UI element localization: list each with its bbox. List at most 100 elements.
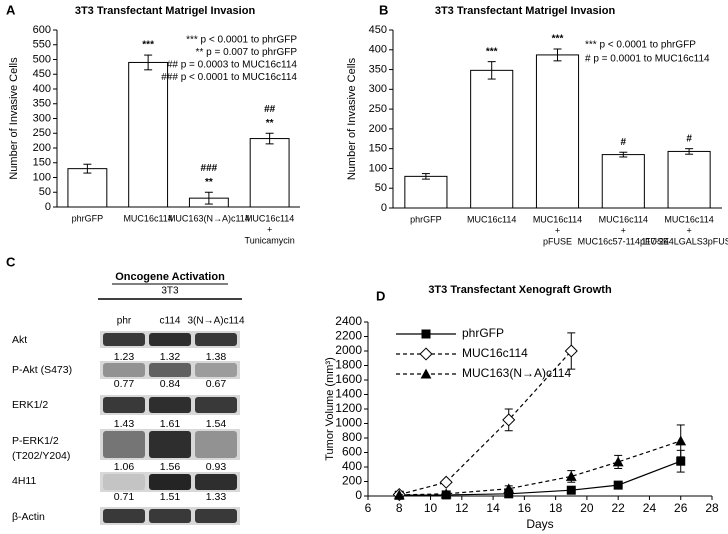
significance-note: *** p < 0.0001 to phrGFP <box>186 35 297 46</box>
y-tick-label: 450 <box>369 24 387 36</box>
legend-label: MUC163(N→A)c114 <box>462 366 571 380</box>
x-tick-label: + <box>555 225 560 235</box>
row-value: 1.32 <box>160 351 181 363</box>
y-tick-label: 600 <box>33 24 51 36</box>
marker <box>566 485 576 495</box>
panel-label: D <box>376 288 385 303</box>
row-value: 1.56 <box>160 461 181 473</box>
y-tick-label: 400 <box>342 459 362 473</box>
column-label: phr <box>117 316 132 327</box>
y-tick-label: 0 <box>381 202 387 214</box>
x-tick-label: 26 <box>674 501 688 515</box>
x-tick-label: phrGFP <box>72 213 104 223</box>
bar-annotation: ## <box>264 104 276 115</box>
bar-annotation: # <box>686 133 692 144</box>
panel-label: C <box>6 254 16 269</box>
row-label: (T202/Y204) <box>12 450 70 462</box>
y-tick-label: 450 <box>33 68 51 80</box>
y-tick-label: 400 <box>33 83 51 95</box>
y-tick-label: 1800 <box>335 358 362 372</box>
y-tick-label: 200 <box>369 123 387 135</box>
blot-band <box>195 363 237 377</box>
row-value: 0.71 <box>114 491 135 503</box>
row-value: 1.54 <box>206 418 227 430</box>
bar <box>535 54 580 209</box>
significance-note: ### p < 0.0001 to MUC16c114 <box>161 72 297 83</box>
row-value: 0.84 <box>160 378 181 390</box>
y-axis-label: Number of Invasive Cells <box>346 57 358 180</box>
y-tick-label: 350 <box>33 98 51 110</box>
series-line <box>399 460 681 496</box>
y-tick-label: 0 <box>355 488 362 502</box>
row-label: ERK1/2 <box>12 399 48 411</box>
bar <box>249 138 290 208</box>
chart-title: 3T3 Transfectant Matrigel Invasion <box>435 5 616 17</box>
x-tick-label: 24 <box>643 501 657 515</box>
row-value: 1.61 <box>160 418 181 430</box>
chart-title: 3T3 Transfectant Matrigel Invasion <box>75 5 256 17</box>
series-line <box>399 350 572 496</box>
row-value: 0.93 <box>206 461 227 473</box>
marker <box>613 480 623 490</box>
x-tick-label: 6 <box>365 501 372 515</box>
y-tick-label: 2200 <box>335 329 362 343</box>
marker <box>503 483 515 494</box>
y-tick-label: 100 <box>369 162 387 174</box>
x-tick-label: + <box>267 224 272 234</box>
blot-band <box>195 333 237 346</box>
significance-note: ** p = 0.007 to phrGFP <box>196 47 298 58</box>
y-tick-label: 600 <box>342 445 362 459</box>
row-label: P-Akt (S473) <box>12 364 72 376</box>
row-label: β-Actin <box>12 511 45 523</box>
bar-annotation: # <box>621 137 627 148</box>
marker <box>504 489 514 499</box>
y-tick-label: 1600 <box>335 372 362 386</box>
x-tick-label: 18 <box>549 501 563 515</box>
x-tick-label: 10 <box>424 501 438 515</box>
x-tick-label: phrGFP <box>410 214 442 224</box>
x-tick-label: MUC16c114 <box>245 213 294 223</box>
marker <box>612 456 624 467</box>
bar-annotation: *** <box>142 40 154 51</box>
bar <box>404 175 448 209</box>
y-tick-label: 800 <box>342 430 362 444</box>
x-tick-label: MUC16c114 <box>123 213 172 223</box>
legend-label: MUC16c114 <box>462 346 528 360</box>
blot-band <box>149 363 191 377</box>
row-value: 1.51 <box>160 491 181 503</box>
legend-label: phrGFP <box>462 326 504 340</box>
blot-band <box>195 397 237 413</box>
marker <box>675 435 687 446</box>
row-value: 1.33 <box>206 491 227 503</box>
x-tick-label: MUC163(N→A)c114 <box>168 213 250 223</box>
x-tick-label: + <box>621 225 626 235</box>
x-axis-label: Days <box>526 517 553 531</box>
y-tick-label: 400 <box>369 44 387 56</box>
bar-annotation: ** <box>266 118 274 129</box>
panel-label: A <box>6 2 16 17</box>
marker <box>502 413 516 427</box>
marker <box>676 456 686 466</box>
y-axis-label: Number of Invasive Cells <box>8 57 20 180</box>
marker <box>565 471 577 481</box>
bar <box>601 154 645 209</box>
x-tick-label: 8 <box>396 501 403 515</box>
blot-band <box>195 509 237 523</box>
x-tick-label: 28 <box>705 501 719 515</box>
x-tick-label: 22 <box>612 501 626 515</box>
bar <box>470 69 514 209</box>
bar <box>128 61 169 208</box>
blot-band <box>149 474 191 490</box>
legend-marker <box>419 347 433 361</box>
blot-band <box>103 333 145 346</box>
blot-band <box>149 509 191 523</box>
significance-note: ## p = 0.0003 to MUC16c114 <box>167 60 298 71</box>
row-value: 1.23 <box>114 351 135 363</box>
series-line <box>399 440 681 496</box>
marker <box>439 475 453 489</box>
y-tick-label: 100 <box>33 171 51 183</box>
y-tick-label: 50 <box>39 186 51 198</box>
column-label: 3(N→A)c114 <box>187 316 244 327</box>
y-tick-label: 300 <box>369 83 387 95</box>
x-tick-label: MUC16c57-114pFUSE <box>578 236 669 246</box>
